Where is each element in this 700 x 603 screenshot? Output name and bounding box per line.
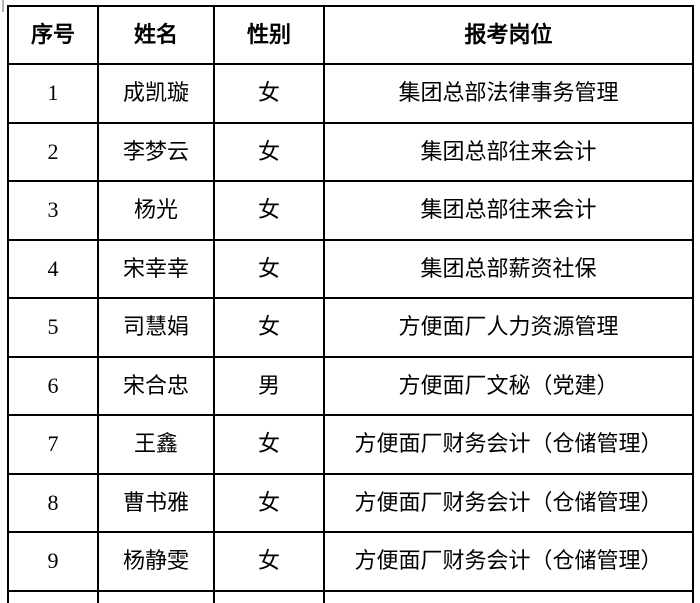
table-row: 8 曹书雅 女 方便面厂财务会计（仓储管理）: [7, 472, 694, 533]
table-row: 6 宋合忠 男 方便面厂文秘（党建）: [7, 355, 694, 416]
cell-gender: 女: [213, 63, 325, 124]
cell-serial: 9: [7, 531, 99, 592]
cell-position: 集团总部法律事务管理: [323, 63, 694, 124]
table-row: 9 杨静雯 女 方便面厂财务会计（仓储管理）: [7, 531, 694, 592]
cell-gender: 男: [213, 355, 325, 416]
cell-gender: 女: [213, 472, 325, 533]
cell-serial: 2: [7, 121, 99, 182]
cell-name: 成凯璇: [97, 63, 215, 124]
cell-name: 杨光: [97, 180, 215, 241]
cell-name: 曹书雅: [97, 472, 215, 533]
cell-position: 集团总部往来会计: [323, 180, 694, 241]
table-row: 3 杨光 女 集团总部往来会计: [7, 180, 694, 241]
cell-position: 集团总部往来会计: [323, 121, 694, 182]
cell-position: 方便面厂人力资源管理: [323, 297, 694, 358]
applicants-table: 序号 姓名 性别 报考岗位 1 成凯璇 女 集团总部法律事务管理 2 李梦云 女…: [7, 5, 694, 603]
cell-serial: 4: [7, 238, 99, 299]
cell-name: [97, 589, 215, 603]
cell-serial: 8: [7, 472, 99, 533]
cell-name: 杨静雯: [97, 531, 215, 592]
cell-name: 宋幸幸: [97, 238, 215, 299]
table-row-partial: [7, 589, 694, 603]
cell-gender: 女: [213, 121, 325, 182]
table-row: 7 王鑫 女 方便面厂财务会计（仓储管理）: [7, 414, 694, 475]
cell-position: [323, 589, 694, 603]
cell-gender: [213, 589, 325, 603]
cell-name: 王鑫: [97, 414, 215, 475]
cell-name: 司慧娟: [97, 297, 215, 358]
table-body: 1 成凯璇 女 集团总部法律事务管理 2 李梦云 女 集团总部往来会计 3 杨光…: [7, 63, 694, 603]
table-row: 2 李梦云 女 集团总部往来会计: [7, 121, 694, 182]
cell-position: 方便面厂财务会计（仓储管理）: [323, 472, 694, 533]
cell-gender: 女: [213, 180, 325, 241]
cell-serial: 7: [7, 414, 99, 475]
table-row: 5 司慧娟 女 方便面厂人力资源管理: [7, 297, 694, 358]
column-header-gender: 性别: [213, 5, 325, 65]
cell-position: 方便面厂财务会计（仓储管理）: [323, 531, 694, 592]
cell-position: 方便面厂财务会计（仓储管理）: [323, 414, 694, 475]
column-header-name: 姓名: [97, 5, 215, 65]
table-row: 4 宋幸幸 女 集团总部薪资社保: [7, 238, 694, 299]
cell-gender: 女: [213, 238, 325, 299]
cell-serial: [7, 589, 99, 603]
table-header: 序号 姓名 性别 报考岗位: [7, 5, 694, 65]
column-header-serial: 序号: [7, 5, 99, 65]
header-row: 序号 姓名 性别 报考岗位: [7, 5, 694, 65]
cell-gender: 女: [213, 414, 325, 475]
cell-serial: 5: [7, 297, 99, 358]
table-row: 1 成凯璇 女 集团总部法律事务管理: [7, 63, 694, 124]
cell-serial: 6: [7, 355, 99, 416]
cell-position: 集团总部薪资社保: [323, 238, 694, 299]
scroll-edge-artifact: [2, 0, 4, 12]
cell-position: 方便面厂文秘（党建）: [323, 355, 694, 416]
cell-name: 宋合忠: [97, 355, 215, 416]
cell-gender: 女: [213, 531, 325, 592]
cell-name: 李梦云: [97, 121, 215, 182]
cell-gender: 女: [213, 297, 325, 358]
cell-serial: 1: [7, 63, 99, 124]
column-header-position: 报考岗位: [323, 5, 694, 65]
cell-serial: 3: [7, 180, 99, 241]
